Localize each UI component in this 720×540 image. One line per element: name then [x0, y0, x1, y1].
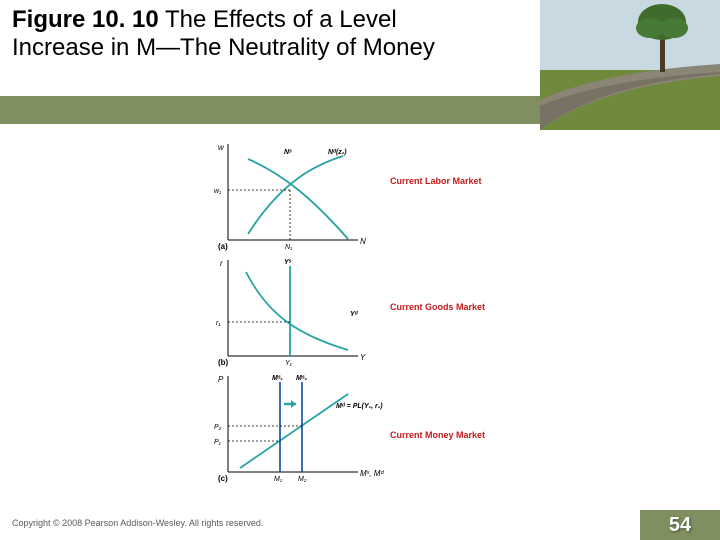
panel-c-md-label: Mᵈ = PL(Y₁, r₁) — [336, 403, 383, 410]
panel-a-eq-y: w₁ — [214, 188, 222, 195]
panel-b-eq-x: Y₁ — [285, 360, 293, 367]
page-number-box: 54 — [640, 510, 720, 540]
landscape-photo — [540, 0, 720, 130]
panel-a-demand-label: Nᵈ(z₁) — [328, 149, 347, 156]
panel-c-svg: P Mˢ, Mᵈ Mᵈ = PL(Y₁, r₁) Mˢ₁ Mˢ₂ P₂ P₁ M… — [200, 372, 510, 484]
panel-b-tag: (b) — [218, 358, 228, 367]
panel-c-ms1-label: Mˢ₁ — [272, 375, 283, 382]
panel-c-p2: P₂ — [214, 424, 222, 431]
panel-c-ms2-label: Mˢ₂ — [296, 375, 307, 382]
panel-b-svg: r Y Yˢ Yᵈ r₁ Y₁ — [200, 256, 510, 368]
panel-a-supply-label: Nˢ — [284, 149, 292, 156]
panel-a: w N Nˢ Nᵈ(z₁) w₁ N₁ Current Labor Market… — [200, 140, 510, 252]
panel-c-yaxis: P — [218, 375, 224, 384]
panel-b-eq-y: r₁ — [216, 320, 221, 327]
panel-a-svg: w N Nˢ Nᵈ(z₁) w₁ N₁ — [200, 140, 510, 252]
panel-b: r Y Yˢ Yᵈ r₁ Y₁ Current Goods Market (b) — [200, 256, 510, 368]
panel-c-tag: (c) — [218, 474, 228, 483]
panel-c-p1: P₁ — [214, 439, 222, 446]
panel-a-xaxis: N — [360, 237, 366, 246]
panel-a-tag: (a) — [218, 242, 228, 251]
panel-b-yaxis: r — [220, 259, 223, 268]
panel-b-demand-label: Yᵈ — [350, 311, 359, 318]
copyright-text: Copyright © 2008 Pearson Addison-Wesley.… — [12, 518, 263, 528]
panel-c-market-label: Current Money Market — [390, 430, 485, 440]
panel-c-m2: M₂ — [298, 476, 307, 483]
panel-a-eq-x: N₁ — [285, 244, 293, 251]
charts-container: w N Nˢ Nᵈ(z₁) w₁ N₁ Current Labor Market… — [200, 140, 540, 500]
panel-b-supply-label: Yˢ — [284, 259, 292, 266]
panel-c-m1: M₁ — [274, 476, 283, 483]
panel-a-market-label: Current Labor Market — [390, 176, 482, 186]
panel-b-xaxis: Y — [360, 353, 366, 362]
header-area: Figure 10. 10 The Effects of a Level Inc… — [0, 0, 720, 140]
panel-c: P Mˢ, Mᵈ Mᵈ = PL(Y₁, r₁) Mˢ₁ Mˢ₂ P₂ P₁ M… — [200, 372, 510, 484]
panel-a-yaxis: w — [218, 143, 225, 152]
page-number: 54 — [669, 514, 691, 537]
figure-label: Figure 10. 10 — [12, 6, 159, 33]
panel-b-market-label: Current Goods Market — [390, 302, 485, 312]
figure-title-block: Figure 10. 10 The Effects of a Level Inc… — [10, 4, 450, 66]
panel-c-xaxis: Mˢ, Mᵈ — [360, 469, 384, 478]
